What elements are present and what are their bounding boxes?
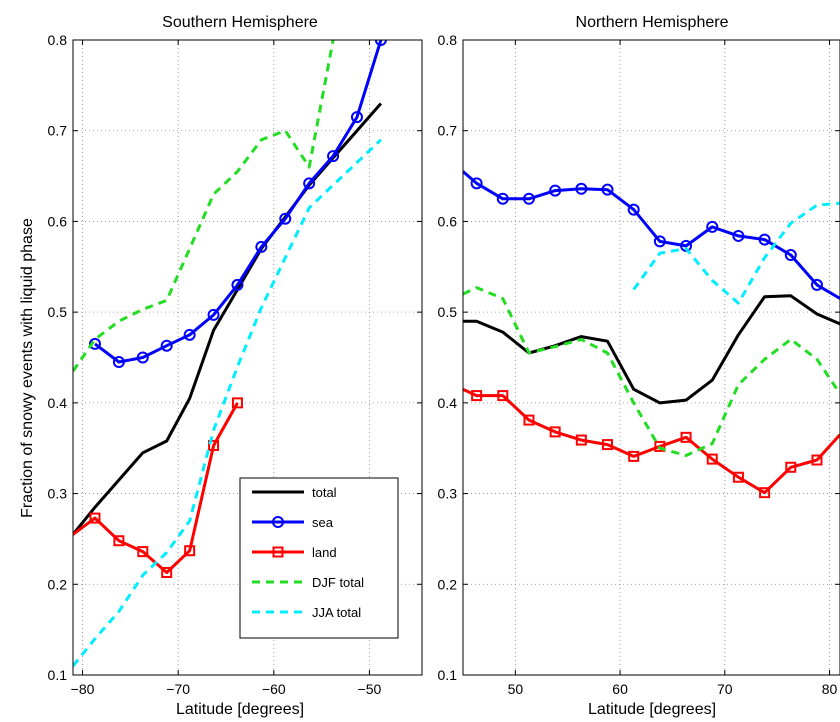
chart-title: Northern Hemisphere	[576, 14, 729, 31]
data-point-land	[549, 426, 561, 438]
data-point-sea	[522, 192, 535, 205]
data-point-land	[184, 545, 196, 557]
data-point-sea	[303, 177, 316, 190]
x-axis-label: Latitude [degrees]	[176, 701, 304, 718]
x-tick-label: −80	[71, 681, 95, 697]
series-line-djf-total	[463, 286, 840, 457]
northern-hemisphere-chart: Northern Hemisphere Latitude [degrees] 5…	[438, 14, 840, 718]
plot-frame	[462, 39, 840, 676]
y-tick-label: 0.3	[438, 486, 458, 502]
data-point-sea	[255, 240, 268, 253]
data-point-land	[113, 535, 125, 547]
plot-frame	[72, 39, 423, 676]
series-line-sea	[463, 170, 840, 300]
y-tick-label: 0.2	[438, 576, 458, 592]
data-point-sea	[160, 339, 173, 352]
data-point-land	[89, 512, 101, 524]
data-point-sea	[327, 150, 340, 163]
x-tick-label: 50	[508, 681, 524, 697]
y-tick-label: 0.5	[438, 304, 458, 320]
data-point-sea	[231, 278, 244, 291]
y-tick-label: 0.1	[438, 667, 458, 683]
y-tick-label: 0.6	[48, 213, 68, 229]
legend: total sea land DJF total JJA total	[239, 477, 399, 639]
data-point-land	[732, 471, 744, 483]
data-point-sea	[496, 192, 509, 205]
data-point-land	[137, 546, 149, 558]
data-point-sea	[601, 183, 614, 196]
data-point-land	[471, 390, 483, 402]
legend-marker-land	[272, 546, 284, 558]
data-point-sea	[470, 177, 483, 190]
data-point-land	[231, 397, 243, 409]
data-point-sea	[706, 220, 719, 233]
legend-label-sea: sea	[312, 515, 334, 530]
y-tick-label: 0.1	[48, 667, 68, 683]
data-point-sea	[653, 235, 666, 248]
y-tick-label: 0.6	[438, 213, 458, 229]
data-point-land	[497, 390, 509, 402]
data-point-sea	[549, 184, 562, 197]
data-point-land	[785, 461, 797, 473]
y-tick-label: 0.2	[48, 576, 68, 592]
southern-hemisphere-chart: Southern Hemisphere Latitude [degrees] −…	[48, 14, 423, 718]
series-line-total	[73, 102, 383, 536]
data-point-sea	[350, 111, 363, 124]
y-tick-label: 0.7	[48, 123, 68, 139]
series-line-jja-total	[632, 201, 840, 305]
y-tick-label: 0.4	[48, 395, 68, 411]
data-point-sea	[575, 182, 588, 195]
data-point-land	[628, 450, 640, 462]
data-point-land	[706, 453, 718, 465]
legend-label-land: land	[312, 545, 337, 560]
series-line-sea	[94, 40, 383, 364]
data-point-sea	[627, 203, 640, 216]
x-tick-label: 80	[822, 681, 838, 697]
y-axis-label: Fraction of snowy events with liquid pha…	[19, 218, 36, 518]
legend-label-jja-total: JJA total	[312, 605, 361, 620]
data-point-sea	[732, 229, 745, 242]
data-point-sea	[279, 212, 292, 225]
x-tick-label: 60	[612, 681, 628, 697]
x-tick-label: 70	[717, 681, 733, 697]
data-point-land	[680, 431, 692, 443]
chart-title: Southern Hemisphere	[162, 14, 318, 31]
y-tick-label: 0.5	[48, 304, 68, 320]
data-point-land	[161, 566, 173, 578]
x-axis-label: Latitude [degrees]	[588, 701, 716, 718]
series-line-land	[463, 387, 840, 495]
data-point-sea	[183, 328, 196, 341]
data-point-land	[654, 440, 666, 452]
y-tick-label: 0.3	[48, 486, 68, 502]
y-tick-label: 0.8	[438, 32, 458, 48]
data-point-sea	[112, 356, 125, 369]
data-point-sea	[784, 248, 797, 261]
series-line-djf-total	[73, 40, 335, 372]
data-point-sea	[207, 308, 220, 321]
legend-label-total: total	[312, 485, 337, 500]
data-point-land	[602, 439, 614, 451]
x-tick-label: −60	[262, 681, 286, 697]
y-tick-label: 0.4	[438, 395, 458, 411]
data-point-land	[523, 414, 535, 426]
data-point-sea	[810, 278, 823, 291]
data-point-sea	[758, 233, 771, 246]
data-point-land	[575, 434, 587, 446]
x-tick-label: −50	[358, 681, 382, 697]
data-point-land	[811, 454, 823, 466]
data-point-sea	[374, 40, 387, 46]
data-point-land	[759, 487, 771, 499]
data-point-land	[208, 439, 220, 451]
y-tick-label: 0.8	[48, 32, 68, 48]
data-point-sea	[88, 337, 101, 350]
series-line-total	[463, 294, 840, 405]
series-line-jja-total	[73, 138, 382, 667]
legend-marker-sea	[272, 516, 284, 528]
data-point-sea	[680, 239, 693, 252]
legend-label-djf-total: DJF total	[312, 575, 364, 590]
x-tick-label: −70	[166, 681, 190, 697]
y-tick-label: 0.7	[438, 123, 458, 139]
data-point-sea	[136, 351, 149, 364]
